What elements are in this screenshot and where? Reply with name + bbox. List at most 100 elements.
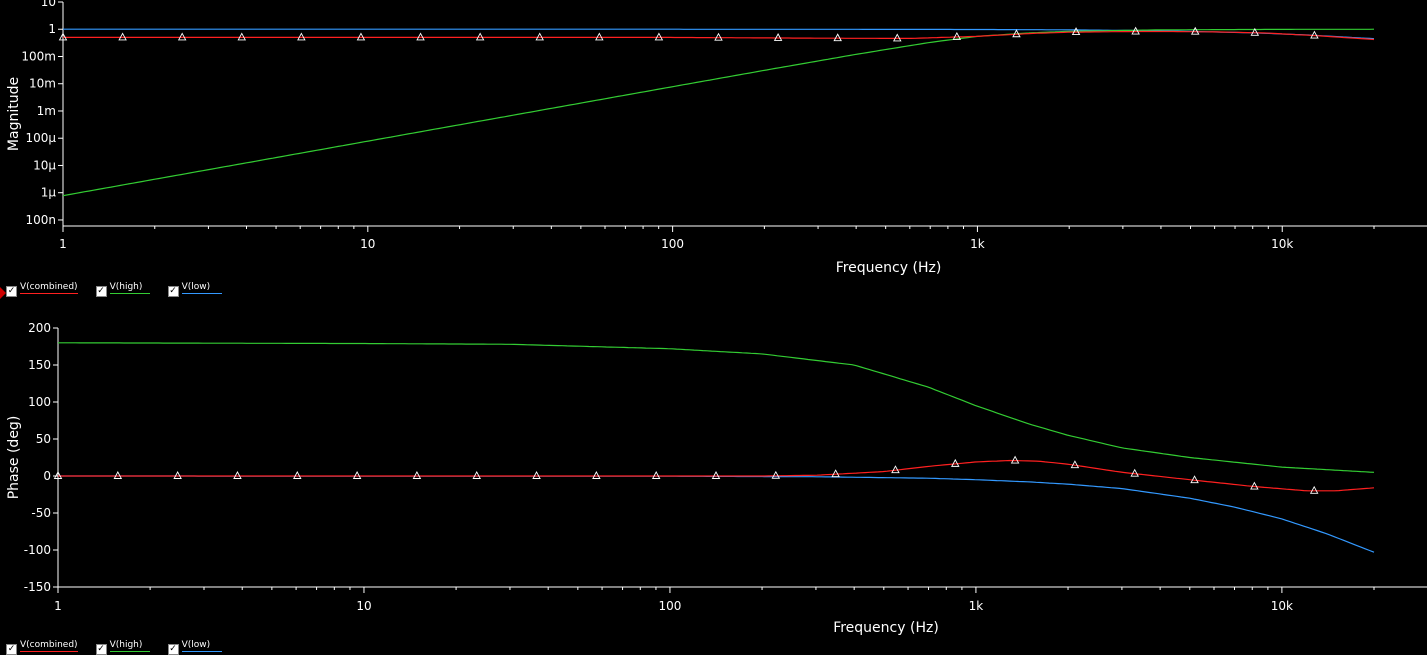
y-tick-label: 0: [43, 469, 51, 483]
data-point-marker: [58, 32, 68, 41]
x-axis-title: Frequency (Hz): [836, 260, 942, 276]
x-tick-label: 1k: [970, 237, 985, 251]
y-tick-label: 50: [36, 432, 51, 446]
x-tick-label: 10: [360, 237, 375, 251]
data-point-marker: [53, 471, 63, 479]
x-tick-label: 100: [661, 237, 684, 251]
legend-label: V(combined): [20, 282, 78, 294]
series-line-vlow: [58, 475, 1375, 553]
data-point-marker: [595, 32, 604, 41]
data-point-marker: [592, 471, 601, 479]
data-point-marker: [951, 458, 960, 467]
data-point-marker: [173, 471, 182, 479]
data-point-marker: [1070, 460, 1080, 469]
data-point-marker: [475, 32, 485, 41]
x-tick-label: 10k: [1271, 599, 1293, 613]
legend-item-high[interactable]: ✓ V(high): [95, 640, 150, 655]
series-line-vcombined: [63, 30, 1375, 41]
data-point-marker: [1250, 481, 1259, 490]
active-trace-arrow-icon: [0, 287, 6, 299]
data-point-marker: [711, 471, 721, 479]
x-tick-label: 1: [59, 237, 67, 251]
data-point-marker: [177, 32, 187, 41]
y-tick-label: 1: [48, 22, 56, 36]
data-point-marker: [1010, 455, 1020, 464]
data-point-marker: [535, 32, 544, 41]
phase-legend: ✓ V(combined) ✓ V(high) ✓ V(low): [6, 640, 222, 655]
data-point-marker: [952, 32, 962, 40]
data-point-marker: [118, 32, 127, 41]
x-tick-label: 10k: [1271, 237, 1293, 251]
series-line-vhigh: [62, 28, 1375, 197]
y-tick-label: 100n: [25, 213, 56, 227]
chart-0: 1 10 100 1k 10k 10 1 100m 10m 1m 100µ 10µ 1µ 100n Freq…: [6, 0, 1427, 276]
legend-label: V(low): [181, 282, 222, 294]
data-point-marker: [1131, 26, 1140, 35]
legend-label: V(combined): [20, 640, 78, 652]
data-point-marker: [1310, 30, 1319, 39]
x-tick-label: 10: [356, 599, 371, 613]
legend-item-low[interactable]: ✓ V(low): [167, 282, 222, 297]
data-point-marker: [1309, 485, 1319, 494]
data-point-marker: [472, 471, 481, 479]
data-point-marker: [237, 32, 247, 41]
legend-label: V(low): [181, 640, 222, 652]
legend-item-combined[interactable]: ✓ V(combined): [6, 640, 78, 655]
data-point-marker: [833, 33, 842, 42]
legend-item-combined[interactable]: ✓ V(combined): [6, 282, 78, 297]
y-tick-label: 1µ: [41, 186, 57, 200]
x-tick-label: 1: [54, 599, 62, 613]
data-point-marker: [714, 32, 723, 41]
y-tick-label: 150: [28, 358, 51, 372]
y-tick-label: 100: [28, 395, 51, 409]
legend-label: V(high): [109, 282, 150, 294]
checkbox-check-icon[interactable]: ✓: [6, 286, 17, 297]
y-tick-label: 1m: [37, 104, 56, 118]
checkbox-check-icon[interactable]: ✓: [167, 286, 179, 297]
data-point-marker: [297, 32, 306, 41]
data-point-marker: [1190, 26, 1200, 35]
data-point-marker: [293, 471, 302, 479]
data-point-marker: [1012, 29, 1021, 38]
checkbox-check-icon[interactable]: ✓: [6, 644, 17, 655]
y-tick-label: 100µ: [25, 131, 56, 145]
y-tick-label: 10µ: [33, 158, 56, 172]
y-tick-label: 10m: [29, 77, 56, 91]
legend-item-high[interactable]: ✓ V(high): [95, 282, 150, 297]
data-point-marker: [651, 471, 661, 479]
data-point-marker: [352, 471, 362, 479]
data-point-marker: [412, 471, 422, 479]
data-point-marker: [416, 32, 425, 41]
y-tick-label: -100: [24, 543, 51, 557]
x-tick-label: 1k: [969, 599, 984, 613]
data-point-marker: [1130, 468, 1139, 477]
y-tick-label: 10: [41, 0, 56, 9]
y-tick-label: -150: [24, 580, 51, 594]
magnitude-legend: ✓ V(combined) ✓ V(high) ✓ V(low): [6, 282, 222, 297]
legend-item-low[interactable]: ✓ V(low): [167, 640, 222, 655]
x-tick-label: 100: [658, 599, 681, 613]
data-point-marker: [891, 465, 900, 474]
data-point-marker: [233, 471, 242, 479]
y-tick-label: 200: [28, 321, 51, 335]
data-point-marker: [773, 33, 783, 41]
checkbox-check-icon[interactable]: ✓: [167, 644, 179, 655]
data-point-marker: [532, 471, 541, 479]
series-line-vhigh: [58, 342, 1375, 473]
checkbox-check-icon[interactable]: ✓: [95, 644, 107, 655]
legend-label: V(high): [109, 640, 150, 652]
y-axis-title: Phase (deg): [6, 416, 22, 500]
x-axis-title: Frequency (Hz): [833, 620, 939, 636]
chart-1: 1 10 100 1k 10k 200 150 100 50 0 -50 -100 -150 Freque…: [6, 321, 1427, 636]
data-point-marker: [113, 471, 123, 479]
data-point-marker: [893, 33, 902, 42]
data-point-marker: [356, 32, 366, 41]
series-line-vlow: [63, 28, 1375, 40]
data-point-marker: [1071, 27, 1081, 36]
series-line-vcombined: [58, 459, 1375, 492]
data-point-marker: [1190, 475, 1199, 484]
checkbox-check-icon[interactable]: ✓: [95, 286, 107, 297]
data-point-marker: [771, 470, 781, 479]
y-tick-label: -50: [31, 506, 51, 520]
